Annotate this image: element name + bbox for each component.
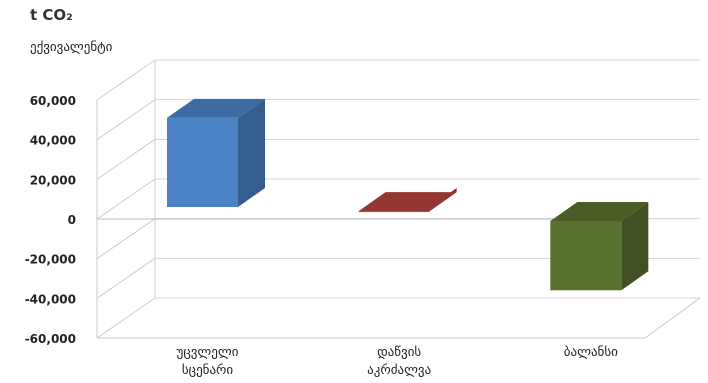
x-tick-label: აკრძალვა: [367, 363, 431, 378]
chart-title: t CO₂: [30, 6, 73, 24]
y-tick-label: -60,000: [25, 332, 76, 346]
floor-right-edge: [644, 297, 701, 339]
bar-side-face: [238, 98, 265, 207]
x-tick-label: უცვლელი: [177, 345, 239, 360]
gridline-side: [96, 138, 156, 180]
bar-front-face: [550, 221, 622, 291]
y-axis-ticks: 60,000 40,000 20,000 0 -20,000 -40,000 -60,000: [25, 94, 76, 346]
bar: [167, 98, 265, 207]
bar: [358, 188, 457, 213]
y-tick-label: 40,000: [30, 134, 76, 148]
x-tick-label: ბალანსი: [564, 345, 618, 360]
gridline-side: [96, 297, 156, 339]
bar-top-face: [167, 98, 265, 118]
y-tick-label: -40,000: [25, 292, 76, 306]
bar-top-face: [550, 202, 649, 221]
y-tick-label: 60,000: [30, 94, 76, 108]
bar-front-face: [358, 211, 430, 213]
gridline-side: [96, 218, 156, 260]
bar-top-face: [358, 192, 457, 212]
bar-front-face: [167, 117, 238, 207]
gridline-side: [96, 59, 156, 101]
bar-side-face: [621, 202, 649, 291]
x-axis-ticks: უცვლელი სცენარი დაწვის აკრძალვა ბალანსი: [177, 345, 619, 378]
y-axis-label: ექვივალენტი: [30, 40, 113, 55]
x-tick-label: სცენარი: [182, 363, 234, 378]
gridline-side: [96, 178, 156, 220]
gridline-side: [96, 99, 156, 141]
y-tick-label: -20,000: [25, 253, 76, 267]
x-tick-label: დაწვის: [377, 345, 421, 360]
bar: [550, 202, 649, 291]
gridline-side: [96, 257, 156, 299]
y-tick-label: 20,000: [30, 173, 76, 187]
y-tick-label: 0: [68, 213, 76, 227]
bars: [167, 98, 649, 291]
